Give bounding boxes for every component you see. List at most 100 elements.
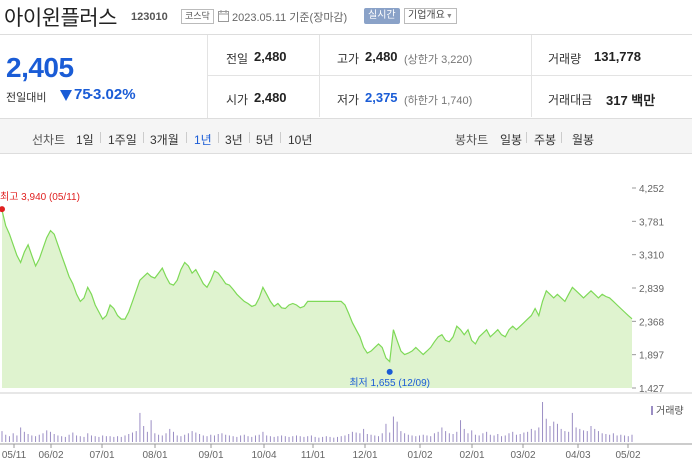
volume-bar xyxy=(351,431,353,442)
volume-bar xyxy=(307,436,309,442)
volume-bar xyxy=(258,434,260,442)
volume-bar xyxy=(392,416,394,442)
volume-bar xyxy=(474,434,476,442)
volume-bar xyxy=(124,435,126,442)
volume-bar xyxy=(504,435,506,442)
volume-bar xyxy=(217,434,219,442)
stats-row: 시가 2,480 저가 2,375 (하한가 1,740) 거래대금 317 백… xyxy=(208,76,692,117)
period-3y[interactable]: 3년 xyxy=(225,133,243,147)
volume-bar xyxy=(601,433,603,442)
date-tick-label: 03/02 xyxy=(510,450,535,461)
volume-bar xyxy=(482,433,484,442)
volume-bar xyxy=(131,432,133,442)
volume-bar xyxy=(105,436,107,442)
volume-bar xyxy=(262,431,264,442)
volume-bar xyxy=(404,433,406,442)
volume-bar xyxy=(139,412,141,442)
volume-bar xyxy=(527,431,529,442)
prev-close-cell: 전일 2,480 xyxy=(208,35,320,76)
volume-bar xyxy=(161,435,163,442)
price-change: 75 xyxy=(74,86,91,103)
volume-bar xyxy=(72,432,74,442)
date-tick-label: 09/01 xyxy=(198,450,223,461)
volume-bar xyxy=(266,435,268,442)
price-axis: 4,252 3,781 3,310 2,839 2,368 1,897 1,427 xyxy=(632,184,664,395)
volume-bar xyxy=(191,431,193,442)
volume-legend-swatch xyxy=(651,406,653,415)
volume-bar xyxy=(556,423,558,442)
amount-cell: 거래대금 317 백만 xyxy=(532,76,692,117)
volume-bar xyxy=(102,435,104,442)
candle-weekly[interactable]: 주봉 xyxy=(534,133,557,147)
date-tick-label: 02/01 xyxy=(459,450,484,461)
volume-bar xyxy=(430,436,432,442)
volume-bar xyxy=(83,436,85,442)
divider xyxy=(218,132,219,143)
volume-bar xyxy=(150,420,152,442)
high-marker xyxy=(0,206,5,213)
date-tick-label: 10/04 xyxy=(251,450,276,461)
volume-bar xyxy=(228,435,230,442)
volume-bar xyxy=(273,436,275,442)
divider xyxy=(143,132,144,143)
date-tick-label: 06/02 xyxy=(38,450,63,461)
volume-bar xyxy=(575,427,577,442)
candle-daily[interactable]: 일봉 xyxy=(500,133,523,147)
volume-bar xyxy=(57,435,59,442)
down-triangle-icon xyxy=(60,90,72,101)
low-cell: 저가 2,375 (하한가 1,740) xyxy=(320,76,532,117)
volume-bar xyxy=(385,423,387,442)
volume-bar xyxy=(146,431,148,442)
high-value: 2,480 xyxy=(365,49,398,64)
volume-chart xyxy=(1,402,633,442)
divider xyxy=(561,132,562,143)
period-10y[interactable]: 10년 xyxy=(288,133,313,147)
volume-bar xyxy=(247,436,249,442)
volume-bar xyxy=(452,434,454,442)
volume-bar xyxy=(329,436,331,442)
date-tick-label: 04/03 xyxy=(565,450,590,461)
volume-bar xyxy=(422,434,424,442)
price-line xyxy=(1,209,633,363)
realtime-button[interactable]: 실시간 xyxy=(364,8,400,24)
price-area xyxy=(2,210,632,388)
line-chart-label: 선차트 xyxy=(32,133,66,147)
current-price-panel: 2,405 전일대비 75 -3.02% xyxy=(0,35,208,118)
volume-bar xyxy=(16,435,18,442)
company-overview-dropdown[interactable]: 기업개요▼ xyxy=(404,8,457,24)
volume-bar xyxy=(407,434,409,442)
price-tick-label: 4,252 xyxy=(639,184,664,195)
volume-bar xyxy=(42,433,44,442)
volume-bar xyxy=(254,435,256,442)
period-1d[interactable]: 1일 xyxy=(76,133,94,147)
volume-bar xyxy=(251,436,253,442)
period-5y[interactable]: 5년 xyxy=(256,133,274,147)
date-tick-label: 12/01 xyxy=(352,450,377,461)
volume-bar xyxy=(586,431,588,442)
volume-bar xyxy=(31,435,33,442)
volume-bar xyxy=(448,433,450,442)
divider xyxy=(249,132,250,143)
volume-bar xyxy=(314,436,316,442)
period-1w[interactable]: 1주일 xyxy=(108,133,137,147)
volume-bar xyxy=(277,436,279,442)
volume-bar xyxy=(571,412,573,442)
period-1y[interactable]: 1년 xyxy=(194,133,212,147)
volume-bar xyxy=(213,435,215,442)
candle-monthly[interactable]: 월봉 xyxy=(572,133,595,147)
volume-bar xyxy=(583,430,585,442)
price-tick-label: 3,781 xyxy=(639,217,664,228)
volume-bar xyxy=(184,434,186,442)
volume-bar xyxy=(8,436,10,442)
chart-period-nav: 선차트 1일 1주일 3개월 1년 3년 5년 10년 봉차트 일봉 주봉 월봉 xyxy=(0,118,692,154)
open-cell: 시가 2,480 xyxy=(208,76,320,117)
volume-bar xyxy=(53,434,55,442)
volume-bar xyxy=(437,431,439,442)
period-3m[interactable]: 3개월 xyxy=(150,133,179,147)
volume-bar xyxy=(243,434,245,442)
volume-bar xyxy=(411,435,413,442)
low-annotation: 최저 1,655 (12/09) xyxy=(349,377,430,389)
volume-bar xyxy=(240,435,242,442)
volume-bar xyxy=(348,434,350,442)
company-overview-label: 기업개요 xyxy=(408,10,445,21)
